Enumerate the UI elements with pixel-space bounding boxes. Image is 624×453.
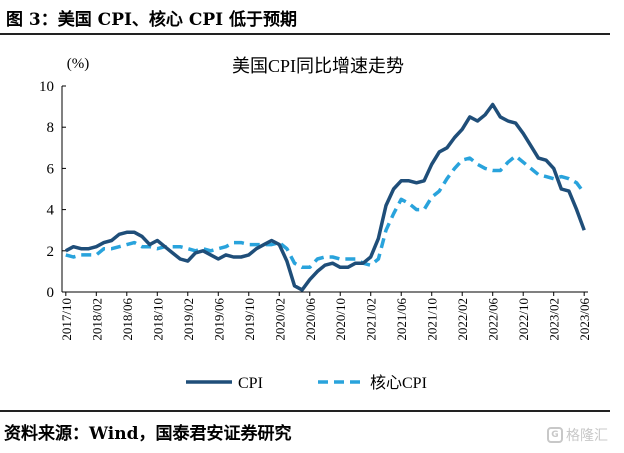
x-tick-label: 2018/10 [150,298,165,341]
core-cpi-series-line [65,154,586,270]
cpi-line-chart: 美国CPI同比增速走势 (%) 0 2 4 6 8 10 2017/10 2018/02 201… [39,56,592,392]
legend: CPI 核心CPI [186,374,427,392]
x-tick-label: 2022/02 [455,298,470,341]
figure-title: 图 3：美国 CPI、核心 CPI 低于预期 [6,10,298,30]
chart-title: 美国CPI同比增速走势 [232,56,404,76]
axes: 0 2 4 6 8 10 2017/10 2018/02 2018/06 2018/10 2019/… [39,79,592,341]
x-tick-label: 2019/02 [181,298,196,341]
y-tick-label: 4 [47,203,55,219]
x-tick-label: 2020/10 [333,298,348,341]
x-tick-label: 2018/06 [120,298,135,341]
x-tick-label: 2023/02 [547,298,562,341]
x-tick-label: 2019/06 [211,298,226,341]
x-tick-label: 2017/10 [59,298,74,341]
x-tick-label: 2022/06 [486,298,501,341]
x-tick-label: 2019/10 [242,298,257,341]
x-tick-label: 2021/06 [394,298,409,341]
source-note: 资料来源：Wind，国泰君安证券研究 [4,424,292,444]
y-tick-label: 10 [39,79,54,95]
watermark: G 格隆汇 [547,425,608,445]
x-tick-label: 2020/02 [272,298,287,341]
legend-core-cpi-label: 核心CPI [370,374,427,392]
cpi-series-line [64,102,586,292]
x-tick-label: 2018/02 [89,298,104,341]
x-tick-label: 2022/10 [516,298,531,341]
y-axis-label: (%) [67,56,90,72]
top-rule [0,33,610,35]
watermark-text: 格隆汇 [566,428,608,444]
y-tick-label: 8 [47,120,55,136]
bottom-rule [0,410,610,412]
x-tick-label: 2021/02 [364,298,379,341]
y-tick-label: 2 [47,244,55,260]
series-layer [64,102,586,292]
y-tick-label: 6 [47,161,55,177]
g-logo-icon: G [547,427,563,443]
x-tick-label: 2023/06 [577,298,592,341]
legend-cpi-label: CPI [238,375,263,392]
y-tick-label: 0 [47,285,55,301]
x-tick-label: 2021/10 [425,298,440,341]
x-tick-label: 2020/06 [303,298,318,341]
